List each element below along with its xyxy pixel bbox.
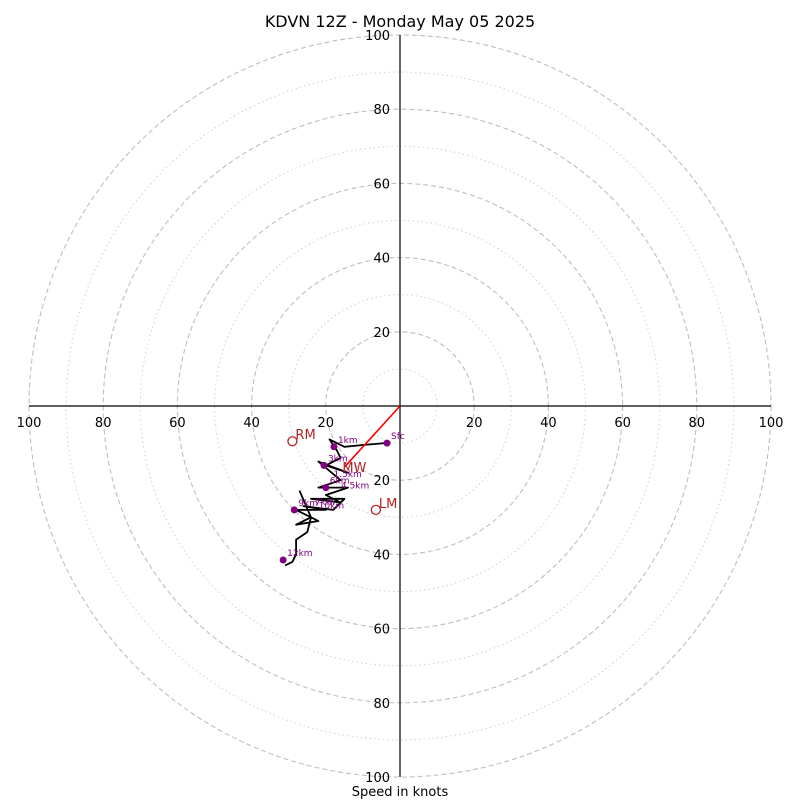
y-tick-top-100: 100 (365, 29, 390, 44)
height-label-10km: 10km (319, 502, 344, 512)
y-tick-bottom-80: 80 (373, 697, 390, 712)
x-tick-left-80: 80 (95, 416, 112, 431)
shear-vector-line (343, 405, 401, 468)
y-tick-top-40: 40 (373, 252, 390, 267)
height-label-4-5km: 4.5km (341, 481, 369, 491)
y-tick-bottom-100: 100 (365, 771, 390, 786)
x-tick-left-40: 40 (243, 416, 260, 431)
mean-wind-label: MW (342, 461, 366, 476)
x-axis-label: Speed in knots (352, 785, 449, 800)
y-tick-top-20: 20 (373, 326, 390, 341)
height-label-sfc: Sfc (391, 432, 405, 442)
x-tick-right-80: 80 (689, 416, 706, 431)
height-label-3km: 3km (328, 454, 348, 464)
storm-motion-label-rm: RM (295, 428, 315, 443)
height-marker-12km (279, 556, 287, 564)
height-label-1-5km: 1.5km (334, 470, 362, 480)
storm-motion-marker-rm (287, 436, 298, 447)
height-marker-6km (322, 484, 330, 492)
x-tick-left-20: 20 (318, 416, 335, 431)
y-tick-top-60: 60 (373, 177, 390, 192)
y-tick-bottom-40: 40 (373, 548, 390, 563)
height-marker-9km (290, 506, 298, 514)
x-tick-right-40: 40 (540, 416, 557, 431)
y-tick-top-80: 80 (373, 103, 390, 118)
chart-title: KDVN 12Z - Monday May 05 2025 (265, 12, 535, 31)
x-tick-right-100: 100 (759, 416, 784, 431)
height-marker-3km (320, 461, 328, 469)
x-tick-right-20: 20 (466, 416, 483, 431)
height-label-12km: 12km (287, 549, 312, 559)
y-tick-bottom-60: 60 (373, 623, 390, 638)
height-label-9km: 9km (298, 499, 318, 509)
x-tick-left-100: 100 (17, 416, 42, 431)
hodograph-trace-line (284, 438, 386, 567)
height-marker-sfc (383, 439, 391, 447)
height-label-1km: 1km (338, 436, 358, 446)
axis-tick-labels: 20 20 20 20 40 40 40 40 60 60 60 60 80 80 80 80 100 100 10… (17, 29, 784, 786)
storm-motion-label-lm: LM (379, 497, 397, 512)
y-tick-bottom-20: 20 (373, 474, 390, 489)
storm-motion-marker-lm (370, 504, 382, 516)
height-label-7km: 7km (315, 498, 335, 508)
x-tick-left-60: 60 (169, 416, 186, 431)
height-label-6km: 6km (330, 477, 350, 487)
x-tick-right-60: 60 (614, 416, 631, 431)
height-marker-1km (330, 443, 338, 451)
